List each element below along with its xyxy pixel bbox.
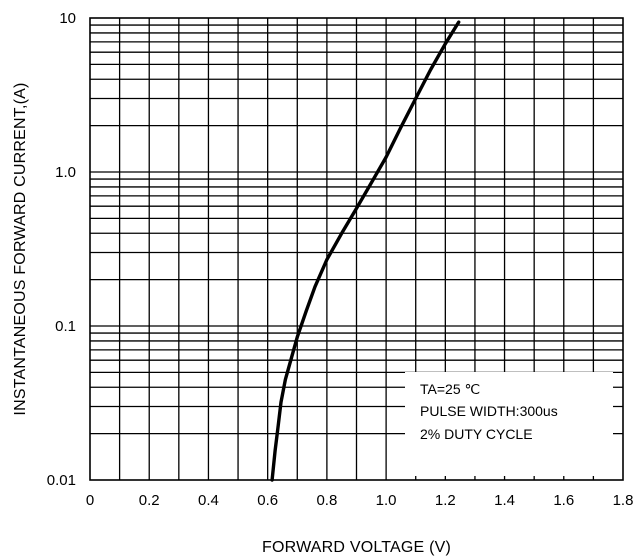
x-tick-label: 1.0	[376, 492, 397, 509]
x-tick-label: 1.8	[613, 492, 634, 509]
annotation-pulse-width: PULSE WIDTH:300us	[420, 403, 558, 419]
grid-lines	[90, 18, 623, 480]
plot-frame	[89, 17, 624, 481]
y-tick-label: 0.1	[55, 318, 76, 335]
annotation-background	[405, 372, 613, 476]
series-line	[270, 20, 461, 482]
y-tick-label: 1.0	[55, 164, 76, 181]
x-tick-label: 0.2	[139, 492, 160, 509]
test-conditions-note: TA=25 ℃ PULSE WIDTH:300us 2% DUTY CYCLE	[420, 381, 558, 442]
annotation-temperature: TA=25 ℃	[420, 381, 480, 397]
x-tick-label: 1.4	[494, 492, 515, 509]
annotation-duty-cycle: 2% DUTY CYCLE	[420, 426, 533, 442]
x-tick-label: 0	[86, 492, 94, 509]
y-tick-labels: 0.01 0.1 1.0 10	[47, 10, 76, 489]
y-tick-label: 10	[59, 10, 76, 27]
y-axis-title: INSTANTANEOUS FORWARD CURRENT,(A)	[12, 82, 29, 415]
x-tick-label: 0.8	[316, 492, 337, 509]
x-axis-title: FORWARD VOLTAGE (V)	[262, 539, 451, 556]
x-tick-label: 1.2	[435, 492, 456, 509]
x-tick-label: 1.6	[553, 492, 574, 509]
x-tick-label: 0.6	[257, 492, 278, 509]
y-tick-label: 0.01	[47, 472, 76, 489]
x-tick-labels: 0 0.2 0.4 0.6 0.8 1.0 1.2 1.4 1.6 1.8	[86, 492, 634, 509]
x-tick-label: 0.4	[198, 492, 219, 509]
